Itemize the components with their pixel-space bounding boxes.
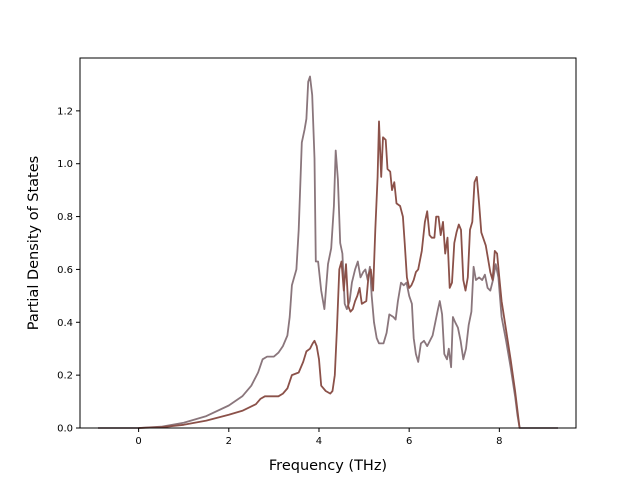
y-tick-label: 0.8 xyxy=(57,212,73,223)
y-axis-ticks: 0.0 0.2 0.4 0.6 0.8 1.0 1.2 xyxy=(57,106,80,435)
series-line-2 xyxy=(138,120,521,429)
y-tick-label: 0.2 xyxy=(57,371,73,382)
x-axis-ticks: 0 2 4 6 8 xyxy=(135,428,503,447)
x-tick-label: 0 xyxy=(135,436,141,447)
series-layer xyxy=(98,75,558,429)
x-tick-label: 8 xyxy=(496,436,502,447)
y-tick-label: 1.2 xyxy=(57,106,73,117)
plot-frame xyxy=(79,57,577,429)
x-axis-label: Frequency (THz) xyxy=(269,458,387,474)
y-tick-label: 1.0 xyxy=(57,159,73,170)
y-tick-label: 0.6 xyxy=(57,265,73,276)
y-tick-label: 0.0 xyxy=(57,424,73,435)
y-axis-label: Partial Density of States xyxy=(26,156,42,330)
x-tick-label: 6 xyxy=(406,436,412,447)
x-tick-label: 2 xyxy=(226,436,232,447)
series-line-1 xyxy=(98,75,558,429)
x-tick-label: 4 xyxy=(316,436,322,447)
y-tick-label: 0.4 xyxy=(57,318,73,329)
